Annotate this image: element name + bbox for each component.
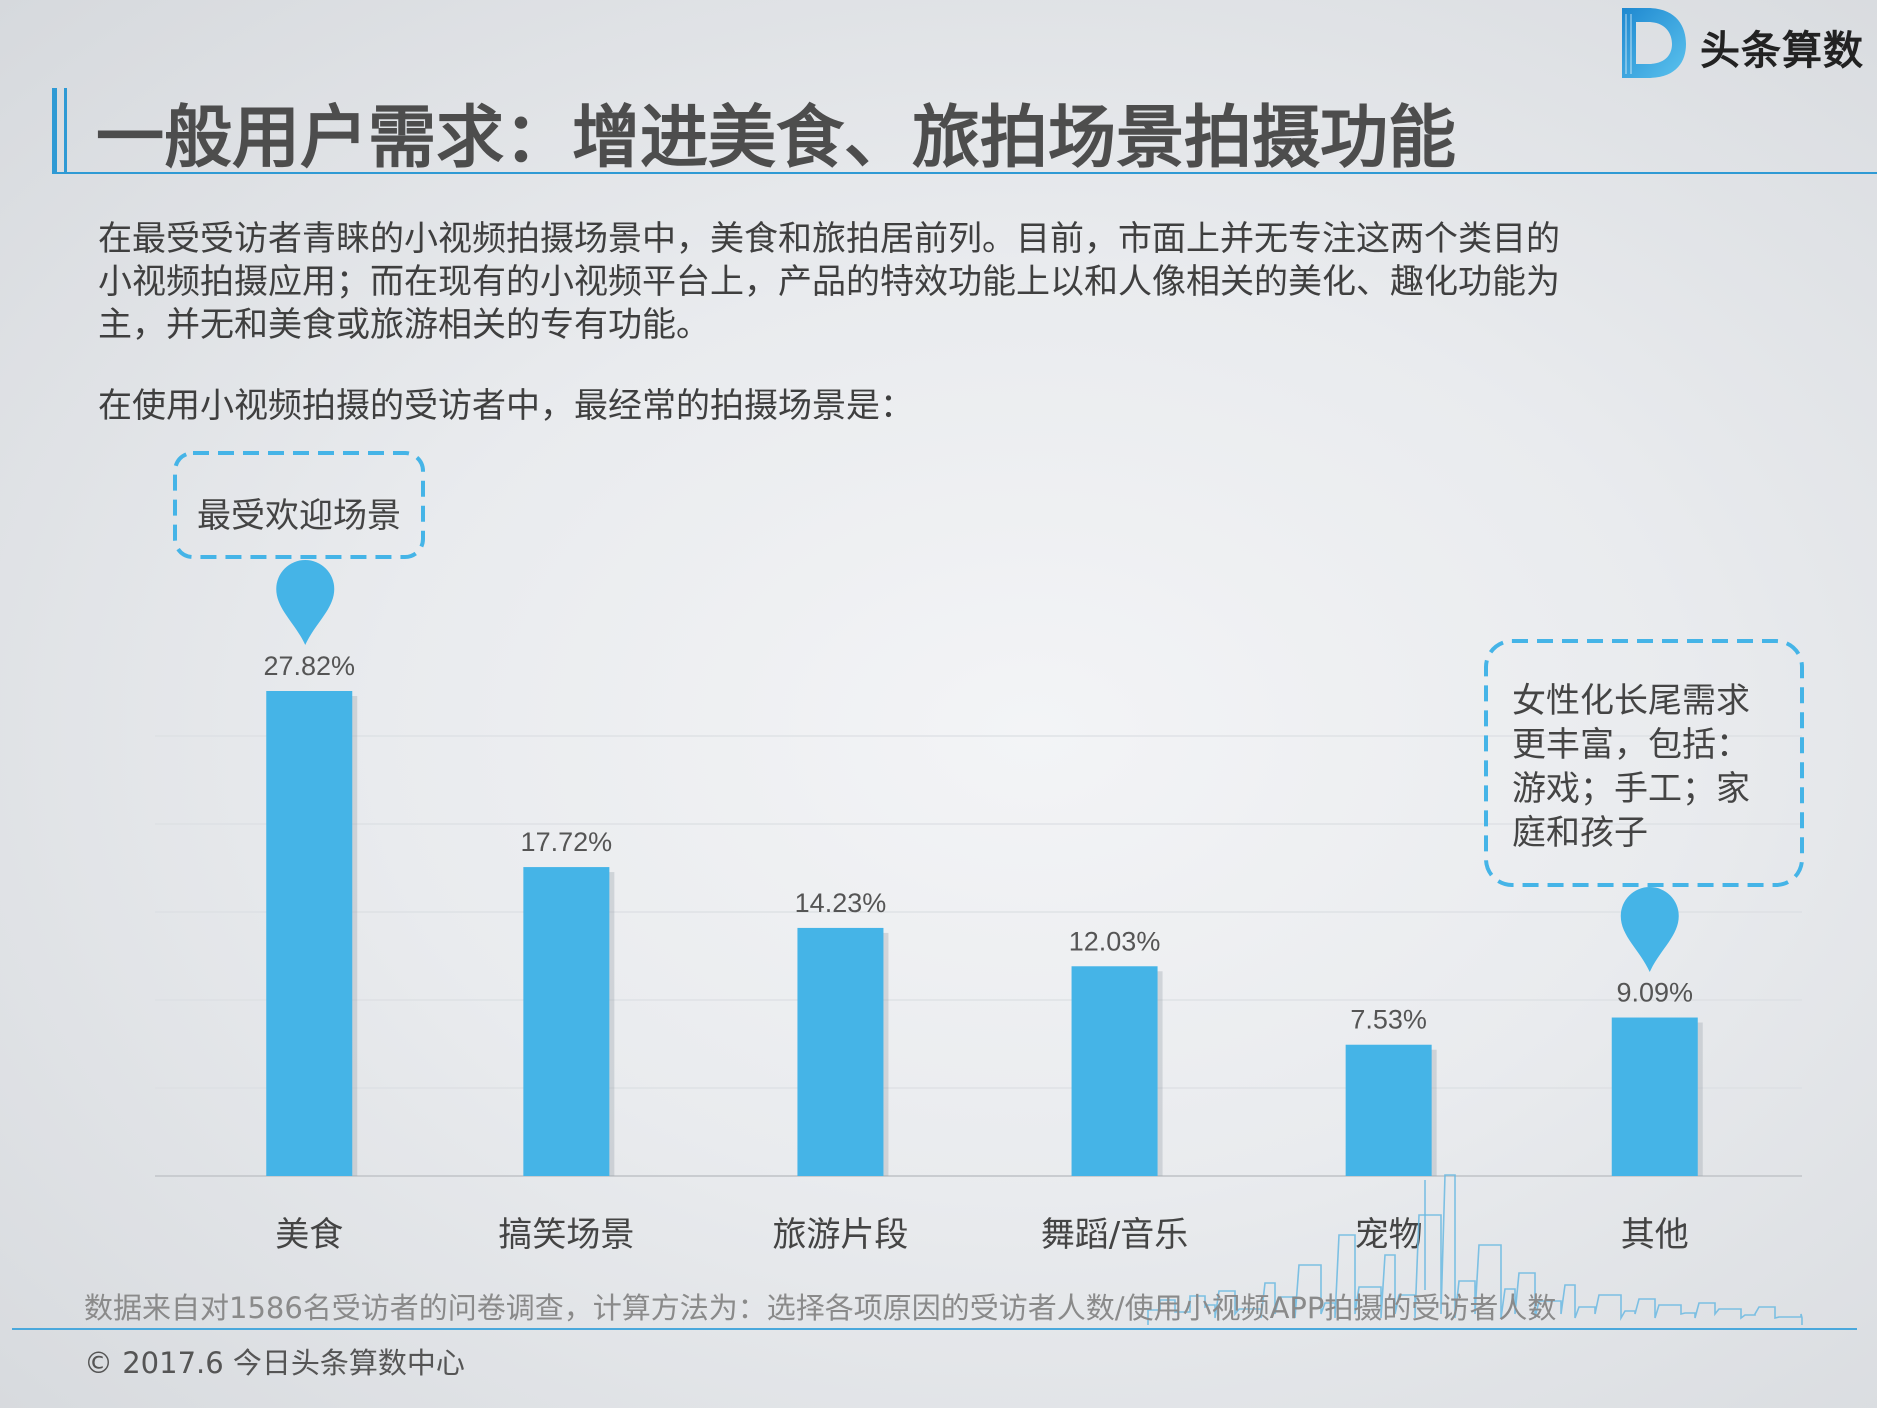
x-tick-label: 搞笑场景 — [498, 1215, 634, 1255]
copyright: © 2017.6 今日头条算数中心 — [84, 1346, 465, 1380]
source-note: 数据来自对1586名受访者的问卷调查，计算方法为：选择各项原因的受访者人数/使用… — [84, 1291, 1557, 1325]
data-label: 9.09% — [1616, 978, 1693, 1008]
x-tick-label: 其他 — [1621, 1215, 1689, 1255]
intro-line-3: 主，并无和美食或旅游相关的专有功能。 — [98, 305, 710, 345]
page-title: 一般用户需求：增进美食、旅拍场景拍摄功能 — [96, 98, 1457, 178]
title-underline — [52, 172, 1877, 174]
data-label: 14.23% — [795, 888, 887, 918]
bar-6 — [1611, 1017, 1698, 1176]
bar-2 — [523, 867, 610, 1176]
annotation-text: 游戏；手工；家 — [1512, 769, 1750, 809]
bar-1 — [266, 691, 353, 1176]
intro-line-1: 在最受受访者青睐的小视频拍摄场景中，美食和旅拍居前列。目前，市面上并无专注这两个… — [98, 219, 1560, 259]
x-tick-label: 舞蹈/音乐 — [1041, 1215, 1188, 1255]
map-pin-icon — [1620, 887, 1679, 972]
data-label: 27.82% — [263, 651, 355, 681]
x-tick-label: 旅游片段 — [772, 1215, 908, 1255]
bar-4 — [1071, 966, 1158, 1176]
brand-logo: 头条算数 — [1618, 4, 1868, 82]
map-pin-icon — [276, 560, 335, 645]
annotation-text: 更丰富，包括： — [1512, 725, 1750, 765]
bar-3 — [797, 927, 884, 1176]
title-accent-bar — [52, 88, 57, 174]
data-label: 17.72% — [521, 827, 613, 857]
intro-line-2: 小视频拍摄应用；而在现有的小视频平台上，产品的特效功能上以和人像相关的美化、趣化… — [98, 262, 1560, 302]
x-tick-label: 美食 — [275, 1215, 343, 1255]
brand-d-icon — [1622, 8, 1686, 78]
annotation-text: 庭和孩子 — [1512, 813, 1648, 853]
title-accent-bar-thin — [64, 88, 67, 174]
x-tick-label: 宠物 — [1355, 1215, 1423, 1255]
annotation-text: 最受欢迎场景 — [197, 496, 401, 536]
footer-divider — [12, 1328, 1857, 1330]
bar-5 — [1345, 1044, 1432, 1176]
annotation-box — [1484, 639, 1804, 887]
annotation-box — [173, 451, 425, 559]
data-label: 12.03% — [1069, 926, 1161, 956]
skyline-decoration — [1147, 1174, 1803, 1325]
chart-lead-text: 在使用小视频拍摄的受访者中，最经常的拍摄场景是： — [98, 386, 914, 426]
brand-name: 头条算数 — [1700, 28, 1864, 74]
intro-paragraph: 在最受受访者青睐的小视频拍摄场景中，美食和旅拍居前列。目前，市面上并无专注这两个… — [98, 218, 1698, 347]
annotation-text: 女性化长尾需求 — [1512, 681, 1750, 721]
data-label: 7.53% — [1350, 1005, 1427, 1035]
